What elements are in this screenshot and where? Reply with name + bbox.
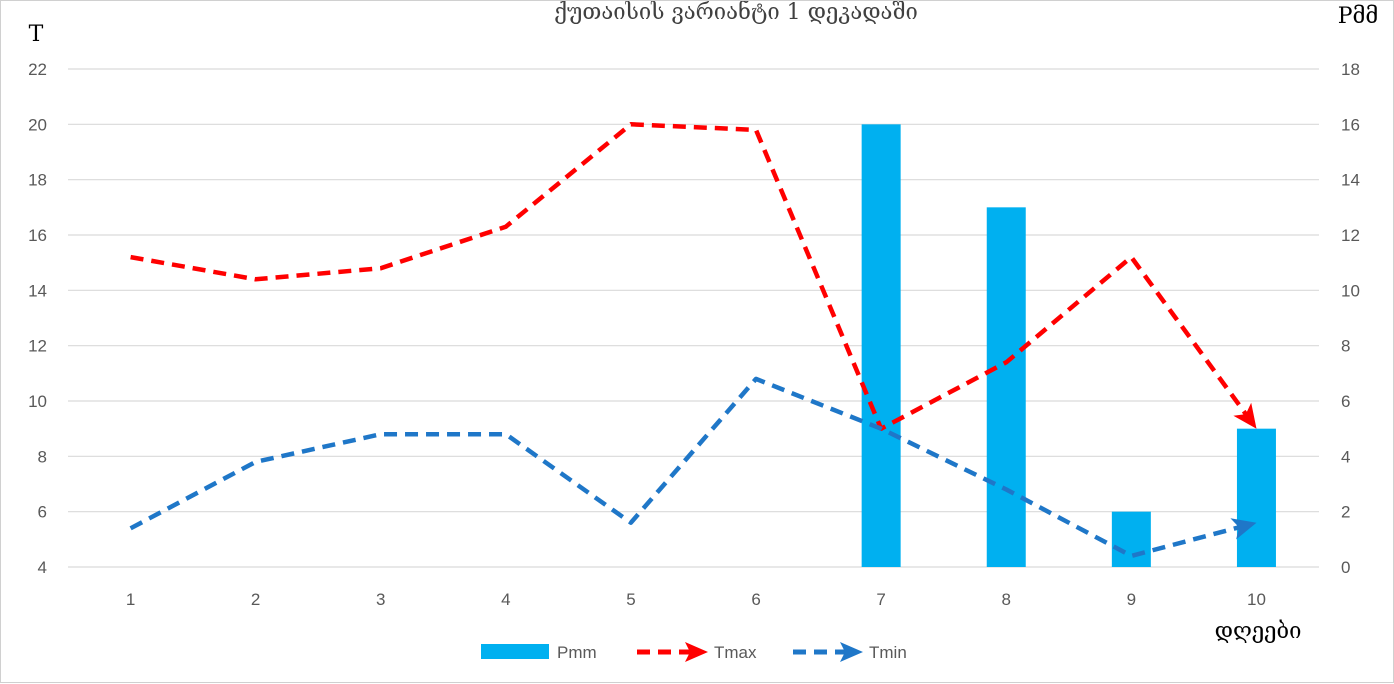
- arrowhead-tmax: [1233, 402, 1257, 429]
- x-tick-label: 7: [876, 590, 885, 609]
- y-tick-label: 4: [38, 558, 47, 577]
- y-tick-label: 10: [28, 392, 47, 411]
- legend: Pmm Tmax Tmin: [481, 642, 907, 662]
- y-tick-label: 20: [28, 115, 47, 134]
- line-tmin: [129, 376, 1242, 559]
- x-tick-label: 9: [1127, 590, 1136, 609]
- x-tick-label: 5: [626, 590, 635, 609]
- gridlines: [68, 68, 1319, 568]
- y2-tick-label: 6: [1341, 392, 1350, 411]
- y-tick-label: 12: [28, 337, 47, 356]
- x-tick-label: 3: [376, 590, 385, 609]
- y2-tick-label: 12: [1341, 226, 1360, 245]
- y-axis-title: T: [29, 22, 44, 47]
- bars-pmm: [861, 124, 1276, 568]
- y2-tick-label: 8: [1341, 337, 1350, 356]
- y2-axis-title: Pმმ: [1338, 4, 1379, 29]
- legend-arrow-tmax: [685, 642, 708, 662]
- y2-tick-label: 10: [1341, 281, 1360, 300]
- series-lines: [129, 122, 1257, 559]
- y-tick-label: 14: [28, 281, 47, 300]
- bar-pmm: [1111, 511, 1151, 567]
- x-tick-label: 4: [501, 590, 510, 609]
- left-axis-ticks: 4 6 8 10 12 14 16 18 20 22: [28, 60, 47, 577]
- y-tick-label: 16: [28, 226, 47, 245]
- x-axis-ticks: 1 2 3 4 5 6 7 8 9 10: [126, 590, 1266, 609]
- x-tick-label: 10: [1247, 590, 1266, 609]
- legend-label-tmin: Tmin: [869, 643, 907, 662]
- x-tick-label: 1: [126, 590, 135, 609]
- legend-label-tmax: Tmax: [714, 643, 757, 662]
- legend-label-pmm: Pmm: [557, 643, 597, 662]
- y2-tick-label: 4: [1341, 447, 1350, 466]
- legend-swatch-pmm: [481, 644, 549, 659]
- x-tick-label: 8: [1002, 590, 1011, 609]
- x-tick-label: 6: [751, 590, 760, 609]
- y2-tick-label: 2: [1341, 503, 1350, 522]
- y2-tick-label: 14: [1341, 171, 1360, 190]
- y-tick-label: 6: [38, 503, 47, 522]
- legend-arrow-tmin: [840, 642, 863, 662]
- bar-pmm: [986, 207, 1026, 568]
- y-tick-label: 22: [28, 60, 47, 79]
- y2-tick-label: 0: [1341, 558, 1350, 577]
- x-axis-title: დღეები: [1215, 619, 1302, 644]
- bar-pmm: [861, 124, 901, 567]
- chart-title: ქუთაისის ვარიანტი 1 დეკადაში: [554, 1, 918, 25]
- y2-tick-label: 18: [1341, 60, 1360, 79]
- y-tick-label: 18: [28, 171, 47, 190]
- y2-tick-label: 16: [1341, 115, 1360, 134]
- arrowhead-tmin: [1230, 518, 1257, 540]
- right-axis-ticks: 0 2 4 6 8 10 12 14 16 18: [1341, 60, 1360, 577]
- y-tick-label: 8: [38, 447, 47, 466]
- bar-pmm: [1236, 428, 1276, 567]
- line-tmax: [130, 122, 1249, 431]
- x-tick-label: 2: [251, 590, 260, 609]
